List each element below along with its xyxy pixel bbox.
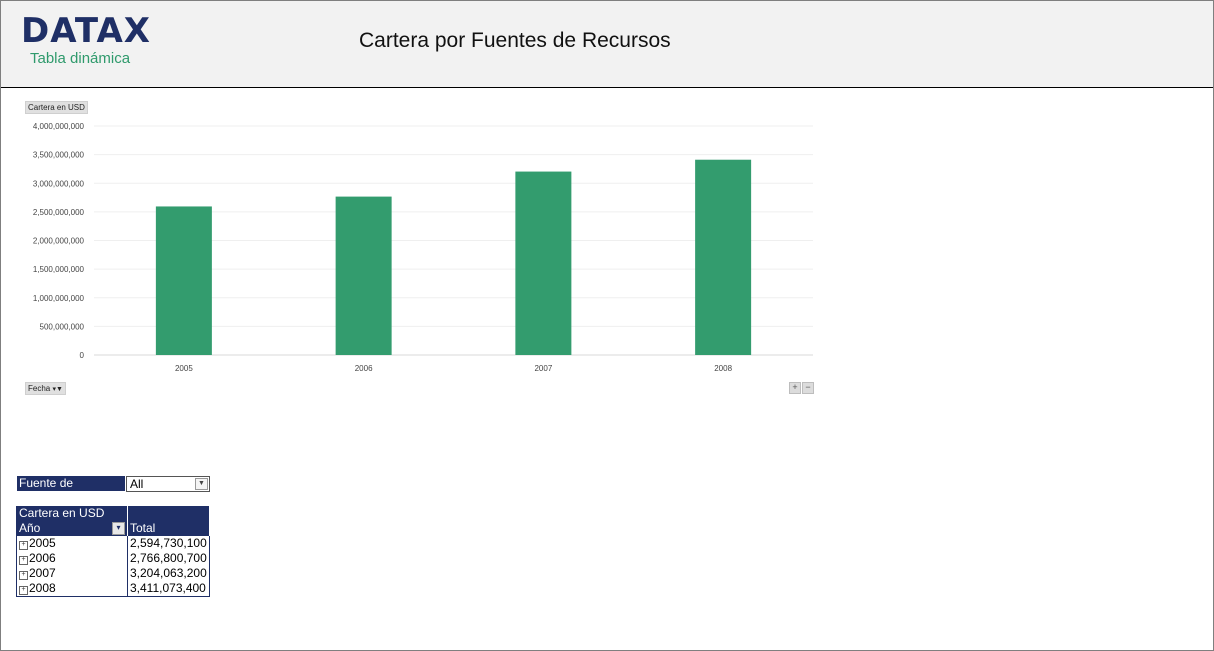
row-year: 2007 [29,566,56,580]
filter-dropdown[interactable]: All ▼ [126,476,210,492]
sort-filter-icon: ▾▼ [52,386,63,393]
table-row: +2007 3,204,063,200 [16,566,210,581]
filter-icon[interactable]: ▾ [112,522,125,535]
page-title: Cartera por Fuentes de Recursos [359,29,671,52]
pivot-chart: Cartera en USD 0 500,000,000 1,000,000,000… [1,97,831,397]
expand-icon[interactable]: + [19,571,28,580]
filter-value: All [130,477,144,491]
x-tick-label: 2005 [175,364,193,373]
y-tick-label: 500,000,000 [40,322,85,331]
pivot-row-header: Año ▾ [16,521,128,536]
row-total: 2,594,730,100 [127,536,210,551]
filter-label: Fuente de Recursos [17,476,125,505]
chevron-down-icon[interactable]: ▼ [195,478,208,490]
y-tick-label: 2,500,000,000 [33,208,85,217]
logo-subtitle: Tabla dinámica [30,50,131,67]
expand-icon[interactable]: + [19,556,28,565]
bar-2007[interactable] [515,171,572,355]
y-tick-label: 0 [80,351,85,360]
table-row: +2005 2,594,730,100 [16,536,210,551]
y-tick-label: 3,000,000,000 [33,179,85,188]
page-header: DATAX Tabla dinámica Cartera por Fuentes… [1,1,1213,88]
pivot-empty-header [127,506,210,521]
bar-2006[interactable] [335,196,392,355]
x-tick-label: 2006 [355,364,373,373]
table-row: +2006 2,766,800,700 [16,551,210,566]
row-total: 3,204,063,200 [127,566,210,581]
value-field-button[interactable]: Cartera en USD [25,101,88,114]
y-tick-label: 4,000,000,000 [33,122,85,131]
zoom-out-button[interactable]: − [802,382,814,394]
bar-chart: 0 500,000,000 1,000,000,000 1,500,000,000 2,… [33,122,813,373]
y-tick-label: 3,500,000,000 [33,151,85,160]
y-tick-label: 1,000,000,000 [33,294,85,303]
row-label: Año [19,521,41,535]
expand-icon[interactable]: + [19,541,28,550]
row-year: 2008 [29,581,56,595]
pivot-value-header: Cartera en USD [16,506,128,521]
bar-2005[interactable] [155,206,212,355]
row-total: 2,766,800,700 [127,551,210,566]
pivot-table: Cartera en USD Año ▾ Total +2005 2,594,7… [16,506,210,597]
row-total: 3,411,073,400 [127,581,210,597]
row-year: 2006 [29,551,56,565]
x-tick-label: 2007 [534,364,552,373]
pivot-col-header: Total [127,521,210,536]
axis-field-button[interactable]: Fecha ▾▼ [25,382,66,395]
zoom-in-button[interactable]: + [789,382,801,394]
row-year: 2005 [29,536,56,550]
expand-icon[interactable]: + [19,586,28,595]
y-tick-label: 2,000,000,000 [33,237,85,246]
axis-field-label: Fecha [28,384,51,393]
y-tick-label: 1,500,000,000 [33,265,85,274]
bar-2008[interactable] [695,159,752,355]
datax-logo: DATAX [21,11,151,51]
table-row: +2008 3,411,073,400 [16,581,210,597]
x-tick-label: 2008 [714,364,732,373]
